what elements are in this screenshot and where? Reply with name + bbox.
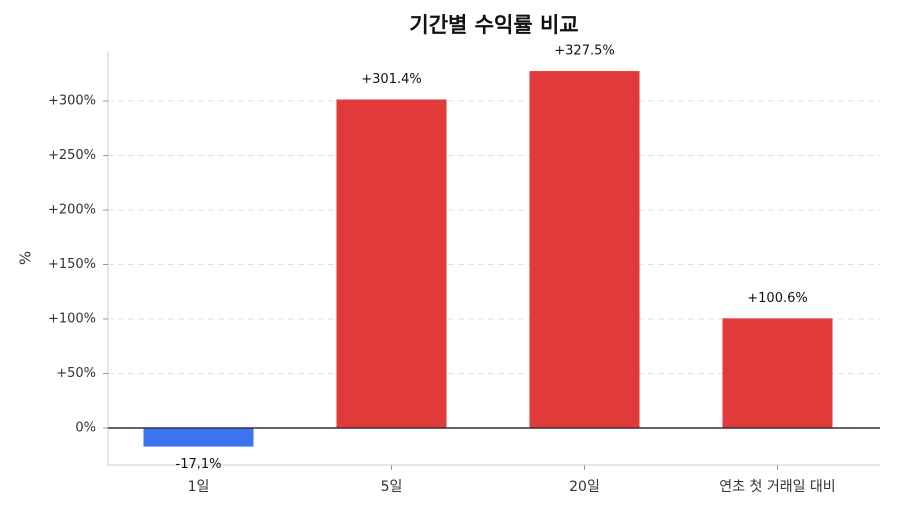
- bar: [529, 71, 640, 428]
- x-tick-label: 연초 첫 거래일 대비: [719, 479, 835, 495]
- x-tick-label: 5일: [381, 479, 403, 495]
- bar: [143, 427, 254, 447]
- value-label: +301.4%: [361, 72, 421, 87]
- value-label: +327.5%: [554, 44, 614, 59]
- x-tick-label: 20일: [569, 479, 600, 495]
- y-tick-label: +300%: [48, 94, 96, 109]
- y-tick-label: +150%: [48, 257, 96, 272]
- bar: [336, 99, 447, 428]
- value-label: -17.1%: [176, 457, 222, 472]
- y-tick-label: +250%: [48, 148, 96, 163]
- y-tick-label: +50%: [56, 366, 96, 381]
- x-tick-label: 1일: [188, 479, 210, 495]
- chart-title: 기간별 수익률 비교: [409, 13, 578, 37]
- y-axis-label: %: [17, 251, 35, 265]
- bar: [722, 318, 833, 428]
- y-tick-label: +200%: [48, 203, 96, 218]
- value-label: +100.6%: [747, 291, 807, 306]
- y-tick-label: +100%: [48, 311, 96, 326]
- y-tick-label: 0%: [75, 420, 96, 435]
